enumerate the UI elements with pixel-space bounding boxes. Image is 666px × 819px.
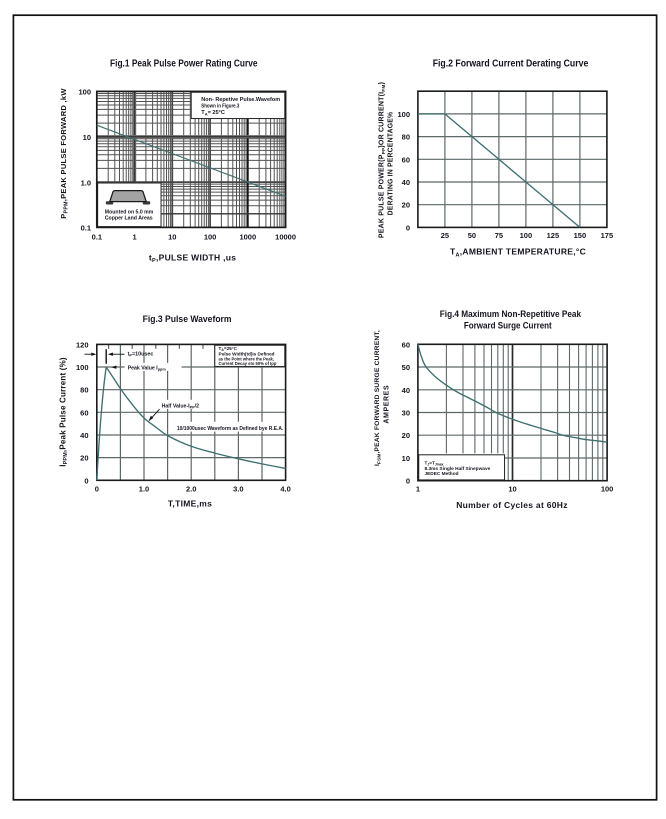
svg-text:50: 50: [468, 231, 476, 240]
svg-text:Copper Land Areas: Copper Land Areas: [105, 216, 153, 222]
svg-text:1000: 1000: [239, 233, 256, 242]
svg-text:10: 10: [402, 454, 410, 463]
svg-text:125: 125: [547, 231, 560, 240]
svg-text:1.0: 1.0: [81, 178, 91, 187]
svg-text:100: 100: [520, 231, 533, 240]
svg-text:60: 60: [402, 155, 410, 164]
svg-text:Shown in Figure.3: Shown in Figure.3: [201, 104, 239, 110]
svg-text:80: 80: [80, 386, 88, 395]
svg-text:40: 40: [80, 431, 88, 440]
svg-text:0: 0: [84, 476, 88, 485]
svg-text:100: 100: [78, 88, 91, 97]
svg-text:50: 50: [402, 363, 410, 372]
svg-text:Fig.3 Pulse Waveform: Fig.3 Pulse Waveform: [143, 314, 232, 325]
svg-text:Non- Repetive Pulse.Wavefom: Non- Repetive Pulse.Wavefom: [201, 97, 280, 103]
svg-text:Number of Cycles at 60Hz: Number of Cycles at 60Hz: [456, 500, 568, 510]
svg-text:TA,AMBIENT TEMPERATURE,°C: TA,AMBIENT TEMPERATURE,°C: [450, 247, 586, 259]
svg-text:150: 150: [574, 231, 587, 240]
svg-text:Current Decay sto 50% of Ipp: Current Decay sto 50% of Ipp: [219, 361, 277, 366]
svg-text:100: 100: [397, 110, 410, 119]
svg-text:175: 175: [601, 231, 614, 240]
svg-text:40: 40: [402, 178, 410, 187]
svg-text:10: 10: [508, 485, 516, 494]
svg-text:TA= 25°C: TA= 25°C: [201, 110, 225, 116]
svg-text:IPPM,Peak Pulse Current (%): IPPM,Peak Pulse Current (%): [59, 357, 70, 467]
svg-text:60: 60: [402, 340, 410, 349]
svg-text:10: 10: [168, 233, 176, 242]
svg-text:80: 80: [402, 133, 410, 142]
svg-text:100: 100: [601, 485, 614, 494]
svg-text:20: 20: [80, 454, 88, 463]
svg-text:100: 100: [76, 363, 89, 372]
svg-text:8.3ms Single Half Sinepwave: 8.3ms Single Half Sinepwave: [425, 466, 491, 471]
svg-text:75: 75: [495, 231, 503, 240]
svg-text:TJ=TJmax: TJ=TJmax: [425, 460, 444, 466]
svg-text:0.1: 0.1: [92, 233, 102, 242]
svg-text:0: 0: [406, 477, 410, 486]
svg-text:Fig.4 Maximum Non-Repetitive: Fig.4 Maximum Non-Repetitive Peak: [440, 309, 582, 320]
svg-text:IFSM,PEAK FORWARD SURGE CURREN: IFSM,PEAK FORWARD SURGE CURRENT,: [374, 330, 381, 466]
svg-text:Fig.2 Forward Current Deratin: Fig.2 Forward Current Derating Curve: [433, 58, 589, 69]
svg-text:0: 0: [95, 485, 99, 494]
svg-text:Forward Surge Current: Forward Surge Current: [464, 320, 553, 331]
svg-text:Pulse Width(td)is Defined: Pulse Width(td)is Defined: [219, 351, 275, 356]
svg-text:Half Value-IPP/2: Half Value-IPP/2: [162, 403, 199, 409]
svg-text:0: 0: [406, 223, 410, 232]
svg-text:100: 100: [204, 233, 217, 242]
svg-text:DERATING IN PERCENTAGE%: DERATING IN PERCENTAGE%: [388, 111, 395, 215]
svg-text:Mounted on 5.0 mm: Mounted on 5.0 mm: [105, 210, 154, 216]
svg-text:25: 25: [441, 231, 449, 240]
svg-text:120: 120: [76, 340, 89, 349]
svg-text:Peak Value Ippm: Peak Value Ippm: [128, 365, 167, 371]
svg-text:PEAK PULSE POWER(PPP)OR CURREN: PEAK PULSE POWER(PPP)OR CURRENT(IFM): [379, 82, 387, 238]
svg-text:20: 20: [402, 431, 410, 440]
svg-text:20: 20: [402, 201, 410, 210]
svg-text:1: 1: [416, 485, 420, 494]
svg-text:1.0: 1.0: [139, 485, 149, 494]
svg-text:4.0: 4.0: [280, 485, 290, 494]
svg-text:60: 60: [80, 408, 88, 417]
svg-text:2.0: 2.0: [186, 485, 196, 494]
svg-text:PPPM,PEAK PULSE FORWARD ,kW: PPPM,PEAK PULSE FORWARD ,kW: [59, 88, 70, 219]
svg-text:tP,PULSE WIDTH ,us: tP,PULSE WIDTH ,us: [149, 253, 236, 265]
svg-text:40: 40: [402, 386, 410, 395]
svg-text:tP=10usec: tP=10usec: [128, 352, 154, 358]
svg-text:AMPERES: AMPERES: [384, 385, 391, 424]
svg-text:3.0: 3.0: [233, 485, 243, 494]
svg-text:Fig.1 Peak Pulse Power Rating: Fig.1 Peak Pulse Power Rating Curve: [110, 59, 258, 70]
svg-text:10: 10: [83, 133, 91, 142]
svg-text:10/1000usec Waveform as Defin: 10/1000usec Waveform as Defined bye R.E.…: [177, 426, 284, 432]
svg-text:30: 30: [402, 409, 410, 418]
svg-text:10000: 10000: [275, 233, 296, 242]
svg-text:JEDEC Method: JEDEC Method: [425, 471, 459, 476]
svg-text:T,TIME,ms: T,TIME,ms: [168, 499, 212, 509]
svg-text:as the Point where the Peak,: as the Point where the Peak,: [219, 356, 274, 361]
svg-text:0.1: 0.1: [81, 224, 91, 233]
svg-text:TA=25°C: TA=25°C: [219, 346, 238, 352]
svg-text:1: 1: [133, 233, 137, 242]
